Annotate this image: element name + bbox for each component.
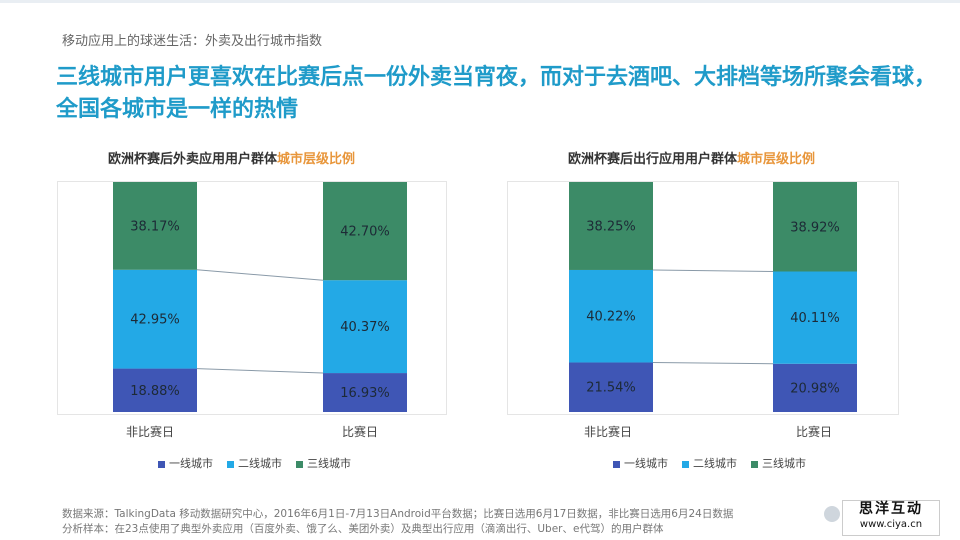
chart-2-title-highlight: 城市层级比例 [737,152,816,167]
chart-1-xlabel-1: 比赛日 [342,425,379,439]
chart-1-title-main: 欧洲杯赛后外卖应用用户群体 [108,152,278,167]
connector-line-1 [652,361,774,365]
bar-segment-3-0 [113,182,197,270]
data-label-2-1: 40.37% [340,320,390,335]
connector-line-1 [196,368,324,374]
logo-mark-icon [824,506,840,522]
bar-segment-1-0 [113,368,197,412]
legend-item-tier2: 二线城市 [682,457,737,470]
data-label-3-0: 38.25% [586,219,636,234]
chart-2-xlabel-1: 比赛日 [796,425,833,439]
logo-line2: www.ciya.cn [859,519,923,530]
legend-item-tier3: 三线城市 [751,457,806,470]
chart-2-xlabel-0: 非比赛日 [584,425,633,439]
legend-item-tier2: 二线城市 [227,457,282,470]
chart-1-title-highlight: 城市层级比例 [277,152,356,167]
bar-segment-2-0 [569,269,653,363]
top-rule [0,0,960,3]
bar-segment-2-1 [323,280,407,374]
logo-line1: 思洋互动 [859,501,923,517]
chart-2-legend: 一线城市 二线城市 三线城市 [613,455,820,471]
legend-swatch-tier2 [227,460,234,468]
data-label-3-1: 38.92% [790,220,840,235]
bar-segment-3-1 [773,182,857,272]
data-label-3-1: 42.70% [340,225,390,240]
legend-item-tier1: 一线城市 [613,457,668,470]
chart-1-legend: 一线城市 二线城市 三线城市 [158,455,365,471]
connector-line-2 [196,269,324,281]
data-label-1-1: 20.98% [790,381,840,396]
bar-segment-3-1 [323,182,407,281]
data-label-1-0: 21.54% [586,381,636,396]
data-label-1-0: 18.88% [130,384,180,399]
bar-segment-1-1 [323,373,407,412]
data-label-2-0: 40.22% [586,310,636,325]
footnote-sample: 分析样本：在23点使用了典型外卖应用（百度外卖、饿了么、美团外卖）及典型出行应用… [62,523,664,535]
data-label-2-1: 40.11% [790,311,840,326]
bar-segment-1-1 [773,363,857,412]
chart-2-title-main: 欧洲杯赛后出行应用用户群体 [568,152,738,167]
breadcrumb: 移动应用上的球迷生活：外卖及出行城市指数 [62,34,323,49]
legend-swatch-tier3 [751,460,758,468]
chart-1-xlabel-0: 非比赛日 [126,425,175,439]
legend-swatch-tier1 [613,460,620,468]
bar-segment-2-1 [773,271,857,364]
legend-item-tier1: 一线城市 [158,457,213,470]
page-headline: 三线城市用户更喜欢在比赛后点一份外卖当宵夜，而对于去酒吧、大排档等场所聚会看球，… [56,65,937,122]
legend-swatch-tier1 [158,460,165,468]
bar-segment-2-0 [113,269,197,369]
legend-swatch-tier2 [682,460,689,468]
data-label-2-0: 42.95% [130,313,180,328]
bar-segment-1-0 [569,362,653,412]
legend-swatch-tier3 [296,460,303,468]
brand-logo: 思洋互动 www.ciya.cn [842,500,940,536]
legend-item-tier3: 三线城市 [296,457,351,470]
data-label-3-0: 38.17% [130,219,180,234]
chart-2-title: 欧洲杯赛后出行应用用户群体城市层级比例 [568,148,815,167]
data-label-1-1: 16.93% [340,386,390,401]
footnote-source: 数据来源：TalkingData 移动数据研究中心，2016年6月1日-7月13… [62,508,734,520]
connector-line-2 [652,269,774,273]
bar-segment-3-0 [569,182,653,270]
chart-1-title: 欧洲杯赛后外卖应用用户群体城市层级比例 [108,148,355,167]
